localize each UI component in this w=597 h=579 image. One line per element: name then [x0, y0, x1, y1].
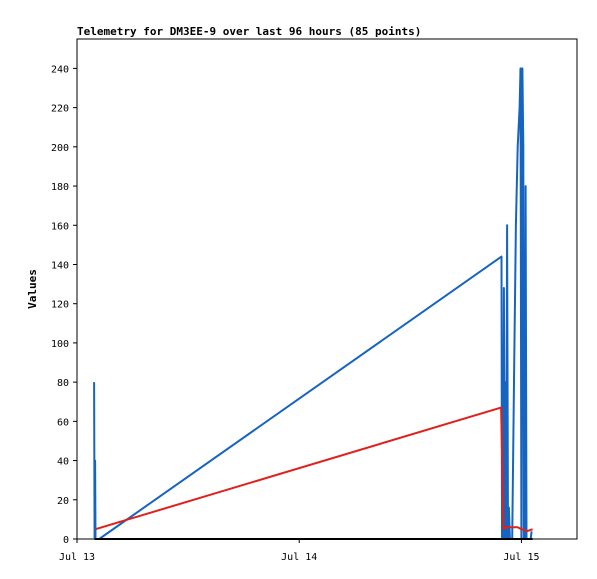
y-tick-label: 80 — [57, 378, 69, 389]
y-tick-label: 140 — [51, 260, 69, 271]
y-tick-label: 20 — [57, 496, 69, 507]
y-tick-label: 240 — [51, 64, 69, 75]
y-tick-label: 60 — [57, 417, 69, 428]
y-tick-label: 200 — [51, 143, 69, 154]
series-layer — [93, 67, 533, 540]
x-axis: Jul 13 Jul 14 Jul 15 — [59, 539, 540, 563]
chart-title: Telemetry for DM3EE-9 over last 96 hours… — [77, 25, 421, 38]
y-tick-label: 220 — [51, 104, 69, 115]
y-tick-label: 120 — [51, 300, 69, 311]
y-tick-label: 160 — [51, 221, 69, 232]
y-tick-label: 40 — [57, 457, 69, 468]
y-axis-label: Values — [26, 269, 39, 309]
x-tick-label: Jul 13 — [59, 552, 95, 563]
x-tick-label: Jul 15 — [503, 552, 539, 563]
y-tick-label: 0 — [63, 535, 69, 546]
series-line-2 — [95, 406, 533, 533]
series-line-1 — [93, 67, 533, 540]
y-axis: 0 20 40 60 80 100 120 140 160 180 200 220 240 — [51, 64, 77, 546]
y-tick-label: 100 — [51, 339, 69, 350]
x-tick-label: Jul 14 — [281, 552, 317, 563]
y-tick-label: 180 — [51, 182, 69, 193]
